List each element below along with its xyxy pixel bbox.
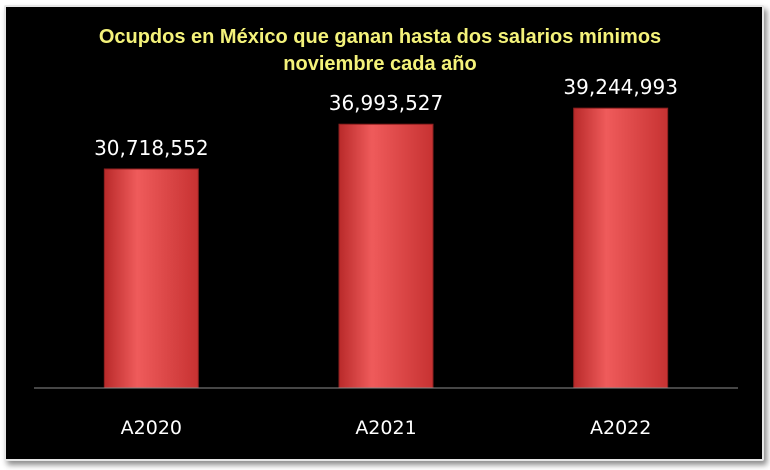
x-tick-label-a2020: A2020 xyxy=(121,417,182,439)
bar-a2021 xyxy=(338,123,434,389)
chart-title-line-1: Ocupdos en México que ganan hasta dos sa… xyxy=(98,26,662,48)
data-label-a2021: 36,993,527 xyxy=(329,91,444,115)
data-label-a2020: 30,718,552 xyxy=(94,136,209,160)
bar-a2020 xyxy=(103,168,199,389)
data-label-a2022: 39,244,993 xyxy=(563,75,678,99)
chart-title: Ocupdos en México que ganan hasta dos sa… xyxy=(0,24,760,78)
chart-title-line-2: noviembre cada año xyxy=(283,53,477,75)
x-tick-label-a2021: A2021 xyxy=(355,417,416,439)
bar-a2022 xyxy=(573,107,669,389)
x-tick-label-a2022: A2022 xyxy=(590,417,651,439)
